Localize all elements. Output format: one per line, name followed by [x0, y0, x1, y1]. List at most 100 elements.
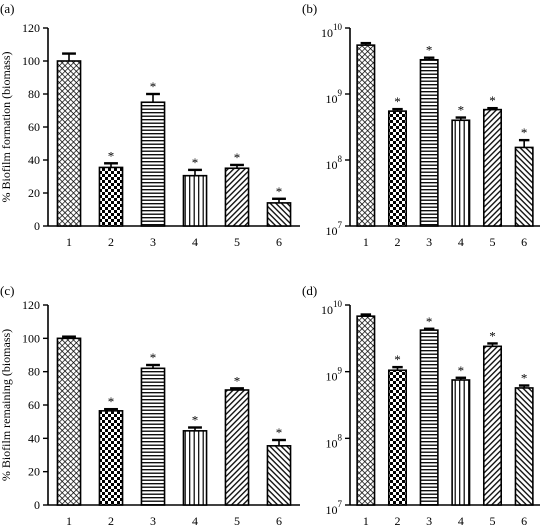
bar	[387, 110, 408, 227]
y-tick-label: 120	[22, 298, 40, 312]
significance-star: *	[234, 373, 241, 388]
significance-star: *	[192, 155, 199, 170]
x-tick-label: 5	[234, 235, 240, 249]
y-tick-label: 20	[28, 465, 40, 479]
y-tick-label: 109	[326, 366, 343, 384]
bar	[182, 430, 208, 506]
significance-star: *	[108, 394, 115, 409]
x-tick-label: 1	[363, 235, 369, 249]
significance-star: *	[458, 363, 465, 378]
x-tick-label: 6	[521, 514, 527, 528]
x-tick-label: 6	[521, 235, 527, 249]
x-tick-label: 5	[234, 514, 240, 528]
bar	[182, 174, 208, 227]
bar	[514, 146, 534, 227]
x-tick-label: 3	[426, 514, 432, 528]
y-tick-label: 108	[326, 154, 343, 172]
y-tick-label: 108	[326, 432, 343, 450]
x-tick-label: 4	[458, 235, 464, 249]
x-tick-label: 2	[108, 235, 114, 249]
y-tick-label: 109	[326, 88, 343, 106]
significance-star: *	[521, 371, 528, 386]
y-axis-label: % Biofilm remaining (biomass)	[0, 329, 13, 481]
bar	[140, 367, 166, 506]
significance-star: *	[234, 150, 241, 165]
x-tick-label: 4	[458, 514, 464, 528]
panel-a: (a) % Biofilm formation (biomass) 0 20 40 60 8…	[0, 1, 300, 249]
x-tick-label: 5	[490, 235, 496, 249]
panel-c: (c) % Biofilm remaining (biomass) 0 20 40 60 8…	[0, 283, 300, 528]
significance-star: *	[394, 94, 401, 109]
bar	[140, 101, 166, 227]
y-tick-label: 40	[28, 153, 40, 167]
x-tick-label: 3	[150, 514, 156, 528]
y-tick-label: 107	[326, 499, 343, 517]
y-tick-label: 60	[28, 120, 40, 134]
bar	[266, 202, 292, 227]
bar	[387, 369, 408, 506]
x-tick-label: 6	[276, 235, 282, 249]
panel-b: (b) 107 108 109 1010 1 * 2 * 3 * 4 * 5 * 6	[302, 1, 540, 249]
significance-star: *	[150, 350, 157, 365]
y-tick-label: 0	[34, 219, 40, 233]
significance-star: *	[489, 328, 496, 343]
bar	[98, 410, 124, 506]
x-tick-label: 3	[150, 235, 156, 249]
bar	[514, 387, 534, 506]
bar	[482, 108, 503, 227]
panel-d: (d) 107 108 109 1010 1 * 2 * 3 * 4 * 5 * 6	[302, 283, 540, 528]
significance-star: *	[426, 314, 433, 329]
x-tick-label: 1	[66, 235, 72, 249]
panel-label: (a)	[0, 1, 14, 16]
significance-star: *	[192, 413, 199, 428]
bar	[56, 60, 82, 227]
x-tick-label: 4	[192, 514, 198, 528]
significance-star: *	[150, 79, 157, 94]
panel-label: (d)	[302, 283, 317, 298]
bar	[419, 58, 439, 227]
y-tick-label: 120	[22, 21, 40, 35]
x-tick-label: 4	[192, 235, 198, 249]
significance-star: *	[521, 125, 528, 140]
y-tick-label: 80	[28, 365, 40, 379]
y-tick-label: 107	[326, 220, 343, 238]
significance-star: *	[426, 43, 433, 58]
x-tick-label: 5	[490, 514, 496, 528]
significance-star: *	[458, 103, 465, 118]
y-tick-label: 100	[22, 54, 40, 68]
bar	[451, 119, 471, 227]
panel-label: (b)	[302, 1, 317, 16]
bar	[266, 445, 292, 506]
y-tick-label: 60	[28, 398, 40, 412]
x-tick-label: 1	[363, 514, 369, 528]
bar	[56, 337, 82, 506]
y-tick-label: 40	[28, 431, 40, 445]
y-tick-label: 20	[28, 186, 40, 200]
y-tick-label: 1010	[321, 22, 343, 40]
significance-star: *	[108, 148, 115, 163]
y-tick-label: 0	[34, 498, 40, 512]
x-tick-label: 2	[395, 235, 401, 249]
bar	[419, 329, 439, 506]
x-tick-label: 2	[395, 514, 401, 528]
bar	[98, 166, 124, 227]
x-tick-label: 1	[66, 514, 72, 528]
significance-star: *	[276, 184, 283, 199]
y-axis-label: % Biofilm formation (biomass)	[0, 52, 13, 203]
bar	[482, 345, 503, 506]
panel-label: (c)	[0, 283, 14, 298]
significance-star: *	[489, 93, 496, 108]
bar	[224, 389, 250, 506]
x-tick-label: 2	[108, 514, 114, 528]
bar	[356, 44, 376, 227]
bar	[224, 167, 250, 227]
y-tick-label: 80	[28, 87, 40, 101]
bar	[356, 315, 376, 506]
significance-star: *	[394, 352, 401, 367]
x-tick-label: 6	[276, 514, 282, 528]
y-tick-label: 1010	[321, 299, 343, 317]
significance-star: *	[276, 425, 283, 440]
bar	[451, 379, 471, 506]
x-tick-label: 3	[426, 235, 432, 249]
